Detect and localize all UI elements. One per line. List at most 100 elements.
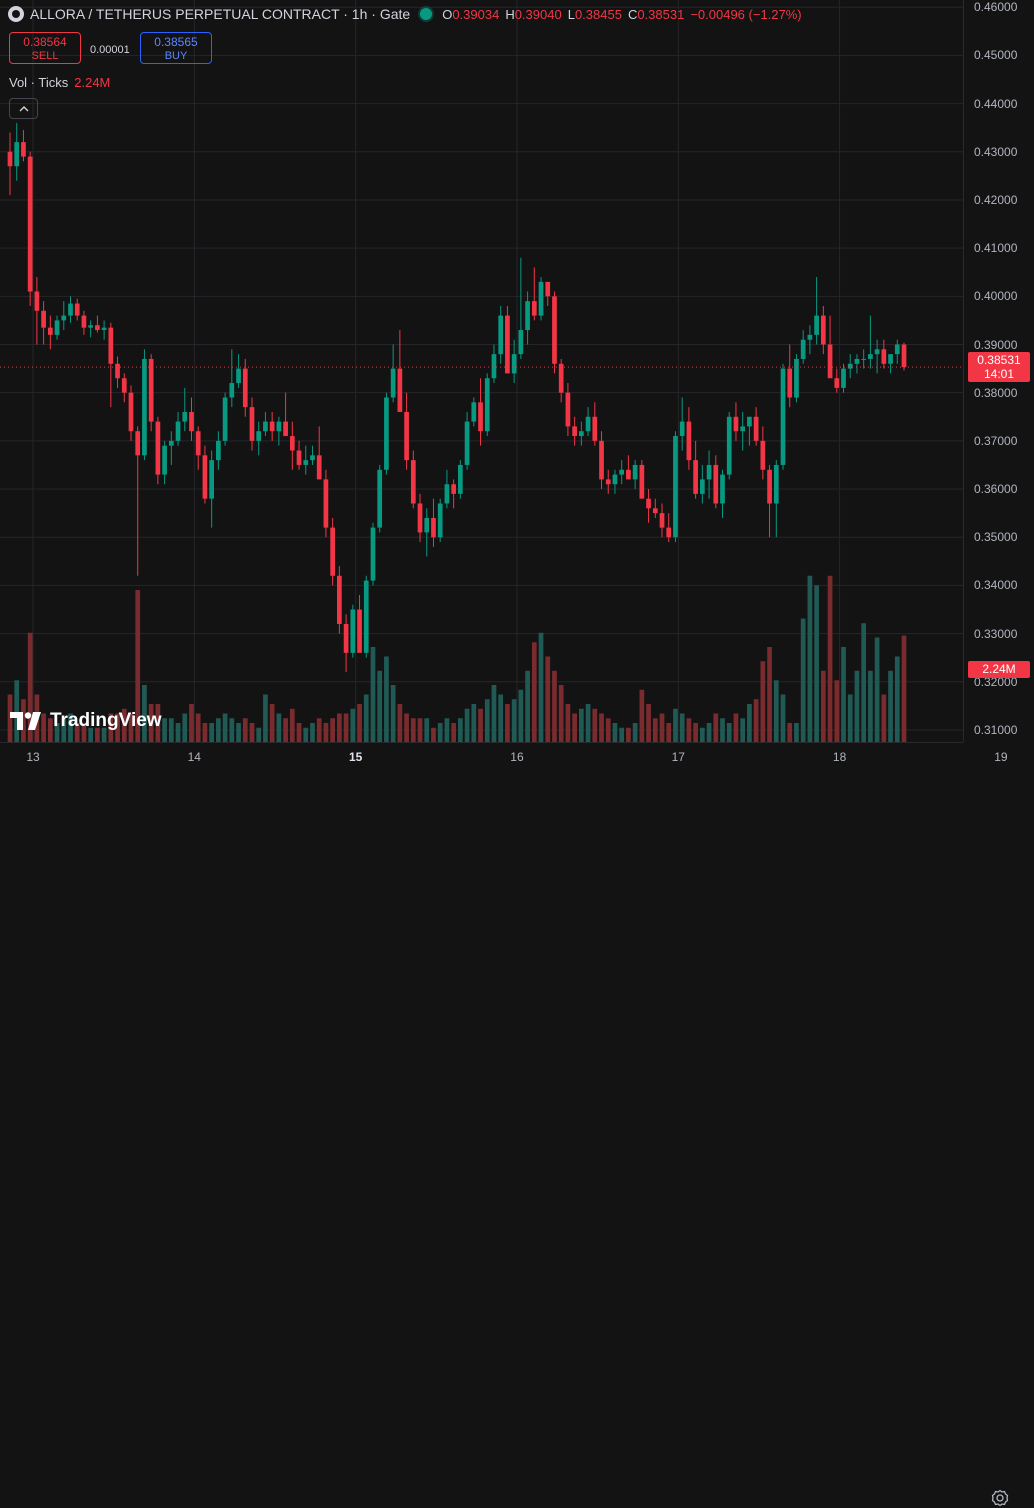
candle-body — [679, 421, 685, 437]
volume-bar — [854, 670, 860, 742]
candle-body — [47, 327, 53, 335]
candle-body — [350, 609, 356, 653]
candlestick-chart[interactable] — [0, 0, 963, 742]
price-tick-label: 0.35000 — [974, 530, 1018, 545]
candle-body — [780, 368, 786, 465]
candle-body — [182, 411, 188, 422]
sell-button[interactable]: 0.38564 SELL — [9, 32, 81, 64]
candle-body — [431, 517, 436, 538]
volume-bar — [807, 575, 813, 742]
candle-body — [202, 455, 208, 499]
candle-body — [659, 513, 665, 528]
candle-body — [41, 310, 46, 328]
candle-body — [753, 416, 759, 441]
volume-bar — [229, 718, 235, 742]
candle-body — [451, 484, 456, 494]
candle-body — [323, 479, 329, 528]
candle-body — [558, 363, 564, 393]
volume-bar — [404, 713, 409, 742]
candle-body — [115, 363, 120, 379]
volume-bar — [330, 718, 335, 742]
ohlc-value: 0.39040 — [514, 7, 562, 22]
last-price: 0.38531 — [977, 353, 1021, 368]
chart-area[interactable]: ALLORA / TETHERUS PERPETUAL CONTRACT · 1… — [0, 0, 963, 742]
candle-body — [626, 469, 631, 480]
volume-bar — [888, 670, 893, 742]
collapse-legend-button[interactable] — [9, 98, 38, 119]
candle-body — [720, 474, 725, 504]
volume-bar — [337, 713, 342, 742]
volume-bar — [431, 727, 436, 742]
time-tick-label: 13 — [26, 750, 40, 764]
volume-bar — [639, 689, 645, 742]
candle-body — [538, 281, 544, 316]
volume-bar — [142, 685, 147, 742]
candle-body — [841, 368, 846, 388]
volume-bar — [794, 723, 799, 742]
volume-bar — [269, 704, 275, 742]
volume-bar — [410, 718, 416, 742]
candle-body — [888, 354, 893, 364]
candle-body — [296, 450, 302, 465]
symbol-title[interactable]: ALLORA / TETHERUS PERPETUAL CONTRACT · 1… — [30, 6, 411, 22]
volume-bar — [599, 713, 604, 742]
volume-bar — [128, 713, 134, 742]
price-tick-label: 0.37000 — [974, 433, 1018, 448]
watermark-text: TradingView — [50, 710, 162, 731]
volume-legend[interactable]: Vol · Ticks 2.24M — [9, 75, 110, 90]
candle-body — [478, 402, 483, 432]
ohlc-values: O0.39034 H0.39040 L0.38455 C0.38531 −0.00496… — [442, 6, 807, 22]
volume-bar — [424, 718, 430, 742]
candle-body — [686, 421, 692, 461]
candle-body — [605, 479, 611, 485]
candle-body — [713, 464, 719, 504]
price-tick-label: 0.40000 — [974, 289, 1018, 304]
volume-bar — [451, 723, 456, 742]
candle-body — [142, 358, 147, 456]
volume-bar — [289, 708, 295, 742]
candle-body — [639, 464, 645, 499]
buy-button[interactable]: 0.38565 BUY — [140, 32, 212, 64]
volume-bar — [283, 718, 288, 742]
volume-bar — [827, 575, 833, 742]
volume-bar — [236, 723, 241, 742]
price-tick-label: 0.33000 — [974, 626, 1018, 641]
volume-bar — [552, 670, 557, 742]
volume-bar — [14, 680, 20, 742]
price-tick-label: 0.46000 — [974, 0, 1018, 15]
volume-bar — [673, 708, 678, 742]
candle-body — [531, 301, 537, 316]
tradingview-watermark[interactable]: TradingView — [10, 710, 162, 732]
candle-body — [175, 421, 181, 441]
candle-body — [511, 354, 517, 374]
volume-bar — [249, 723, 255, 742]
candle-body — [189, 411, 194, 432]
candle-body — [27, 156, 33, 292]
volume-bar — [874, 637, 880, 742]
gear-icon[interactable] — [990, 1488, 1010, 1508]
candle-body — [518, 330, 524, 355]
volume-bar — [666, 723, 672, 742]
time-axis[interactable]: 13 14 15 16 17 18 19 — [0, 742, 1009, 1507]
volume-bar — [242, 718, 248, 742]
volume-bar — [894, 656, 900, 742]
volume-bar — [565, 704, 571, 742]
volume-bar — [881, 694, 887, 742]
candle-body — [229, 383, 235, 398]
volume-bar — [108, 713, 114, 742]
volume-bar — [216, 718, 221, 742]
volume-bar — [81, 723, 87, 742]
candle-body — [545, 281, 551, 297]
market-status-icon[interactable] — [420, 8, 433, 20]
candle-body — [767, 469, 772, 504]
candle-body — [424, 517, 430, 533]
candles — [7, 122, 907, 673]
volume-bar — [531, 642, 537, 742]
candle-body — [565, 392, 571, 427]
volume-label: Vol · Ticks — [9, 75, 69, 90]
price-axis[interactable]: 0.46000 0.45000 0.44000 0.43000 0.42000 0.410… — [963, 0, 1034, 742]
volume-bar — [747, 704, 752, 742]
candle-body — [377, 469, 383, 528]
price-tick-label: 0.41000 — [974, 241, 1018, 256]
volume-bar — [585, 704, 591, 742]
